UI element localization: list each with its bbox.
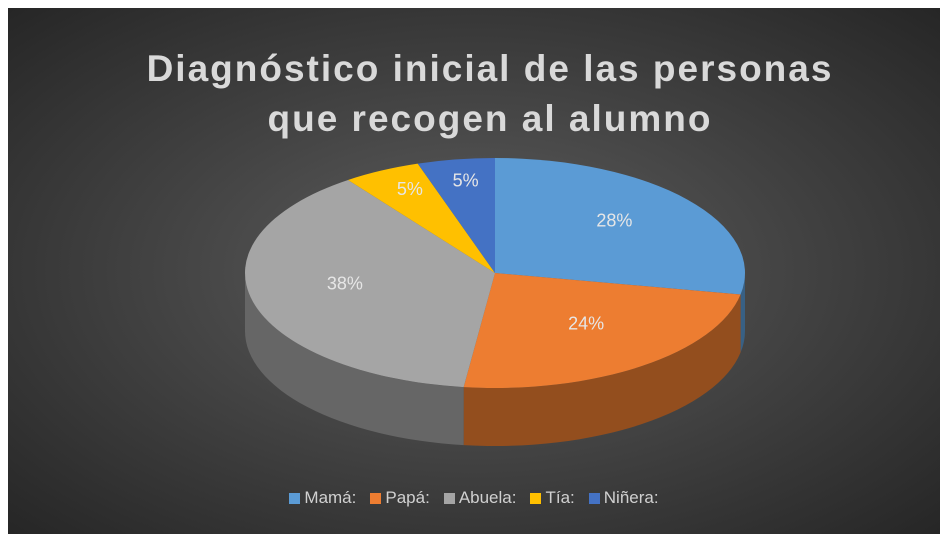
legend-item: Mamá: <box>289 488 356 508</box>
legend-swatch <box>588 492 600 504</box>
slice-side <box>245 273 464 446</box>
legend-label: Tía: <box>545 488 575 507</box>
data-label: 28% <box>596 210 632 230</box>
legend-item: Papá: <box>370 488 430 508</box>
legend-swatch <box>289 492 301 504</box>
chart-title: Diagnóstico inicial de las personas que … <box>146 48 834 139</box>
data-label: 5% <box>453 171 479 191</box>
data-label: 38% <box>327 273 363 293</box>
legend-swatch <box>370 492 382 504</box>
legend-label: Papá: <box>385 488 430 507</box>
slice <box>495 158 745 295</box>
slice <box>463 273 741 388</box>
slice <box>245 179 495 388</box>
legend-label: Mamá: <box>304 488 357 507</box>
slice-side <box>463 294 741 446</box>
legend-label: Niñera: <box>603 488 659 507</box>
legend-item: Tía: <box>530 488 575 508</box>
data-label: 5% <box>397 179 423 199</box>
slice <box>417 158 495 273</box>
legend-swatch <box>443 492 455 504</box>
legend-label: Abuela: <box>458 488 517 507</box>
legend-item: Abuela: <box>443 488 517 508</box>
data-label: 24% <box>568 313 604 333</box>
legend: Mamá: Papá: Abuela: Tía: Niñera: <box>0 488 948 508</box>
legend-swatch <box>530 492 542 504</box>
slice-side <box>740 273 745 353</box>
slice <box>348 163 495 273</box>
legend-item: Niñera: <box>588 488 659 508</box>
